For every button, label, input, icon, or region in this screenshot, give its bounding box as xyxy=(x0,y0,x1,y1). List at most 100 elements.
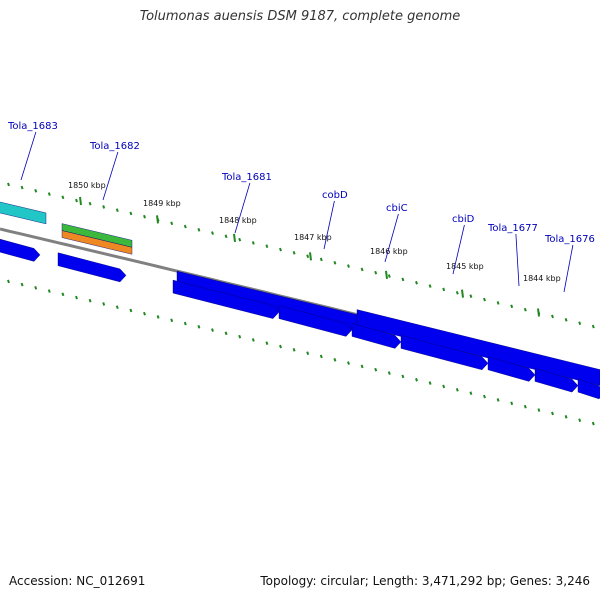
scale-tick-minor xyxy=(143,214,146,219)
scale-tick-minor xyxy=(415,280,418,285)
scale-tick-minor xyxy=(483,297,486,302)
scale-tick-minor-inner xyxy=(578,418,582,423)
scale-tick-major xyxy=(156,215,159,224)
scale-tick-minor-inner xyxy=(61,292,65,297)
scale-tick-minor-inner xyxy=(102,302,106,306)
scale-tick-minor xyxy=(183,224,187,229)
scale-tick-minor-inner xyxy=(469,391,473,395)
scale-tick-minor xyxy=(61,195,65,200)
scale-tick-minor-inner xyxy=(401,374,405,379)
gene-label: cobD xyxy=(322,190,348,201)
scale-tick-minor xyxy=(211,231,214,235)
scale-tick-minor xyxy=(564,318,568,322)
scale-tick-minor-inner xyxy=(197,324,201,329)
scale-tick-minor-inner xyxy=(319,354,323,359)
gene-cbi-cluster xyxy=(356,309,600,386)
scale-tick-minor xyxy=(360,267,364,272)
scale-tick-minor xyxy=(238,237,242,242)
scale-tick-minor-inner xyxy=(129,308,133,313)
scale-tick-minor xyxy=(170,221,174,226)
scale-tick-minor xyxy=(455,290,459,295)
scale-tick-minor xyxy=(279,247,282,252)
scale-tick-minor-inner xyxy=(347,361,350,365)
scale-tick-minor xyxy=(374,270,378,275)
scale-label: 1845 kbp xyxy=(446,262,484,271)
scale-tick-minor xyxy=(523,307,527,312)
scale-tick-minor-inner xyxy=(537,408,541,412)
scale-tick-minor xyxy=(115,208,119,213)
scale-tick-major xyxy=(537,308,540,317)
scale-tick-minor-inner xyxy=(88,298,92,303)
scale-tick-minor xyxy=(347,264,350,268)
scale-tick-minor xyxy=(251,241,255,245)
scale-tick-minor xyxy=(292,251,296,255)
scale-tick-major xyxy=(309,252,312,261)
gene-label: Tola_1677 xyxy=(487,223,538,234)
scale-tick-minor-inner xyxy=(238,334,242,339)
scale-tick-minor-inner xyxy=(34,286,38,290)
scale-tick-minor-inner xyxy=(47,289,51,293)
gene-label: Tola_1676 xyxy=(544,234,595,245)
scale-tick-minor xyxy=(578,321,582,326)
scale-tick-minor-inner xyxy=(496,398,500,402)
scale-tick-minor xyxy=(88,201,92,206)
scale-tick-minor-inner xyxy=(360,364,364,369)
gene-leader-line xyxy=(452,224,465,275)
gene-lower-strand xyxy=(172,279,280,319)
scale-tick-minor xyxy=(306,254,310,258)
gene-label: cbiC xyxy=(386,203,408,214)
scale-tick-minor-inner xyxy=(211,328,214,332)
scale-tick-minor-inner xyxy=(20,282,24,287)
genome-title: Tolumonas auensis DSM 9187, complete gen… xyxy=(139,9,461,24)
scale-tick-minor xyxy=(387,274,391,278)
gene-lower-strand xyxy=(400,335,489,371)
gene-label: Tola_1682 xyxy=(89,141,140,152)
scale-tick-minor-inner xyxy=(510,401,514,406)
scale-label: 1849 kbp xyxy=(143,199,181,208)
scale-label: 1844 kbp xyxy=(523,274,561,283)
gene-leader-line xyxy=(234,182,251,234)
scale-tick-minor xyxy=(319,257,323,262)
gene-lower-strand xyxy=(57,252,127,283)
gene-label: Tola_1683 xyxy=(7,121,58,132)
scale-label: 1846 kbp xyxy=(370,247,408,256)
scale-tick-minor-inner xyxy=(306,351,310,355)
scale-tick-minor-inner xyxy=(143,311,146,316)
scale-label: 1847 kbp xyxy=(294,233,332,242)
scale-tick-minor xyxy=(591,324,595,329)
scale-tick-minor xyxy=(442,287,446,292)
scale-label: 1850 kbp xyxy=(68,181,106,190)
scale-tick-minor-inner xyxy=(265,341,269,346)
scale-tick-minor xyxy=(510,304,514,309)
scale-tick-minor xyxy=(34,189,38,193)
scale-tick-minor-inner xyxy=(115,305,119,310)
gene-label: Tola_1681 xyxy=(221,172,272,183)
gene-lower-strand xyxy=(278,305,353,337)
gene-lower-strand xyxy=(0,238,41,262)
scale-tick-minor xyxy=(75,198,78,203)
scale-tick-minor-inner xyxy=(224,331,228,336)
scale-tick-minor xyxy=(428,284,432,288)
scale-tick-minor xyxy=(401,277,405,282)
scale-tick-major xyxy=(79,196,82,206)
scale-tick-minor-inner xyxy=(333,357,337,362)
scale-tick-minor xyxy=(551,314,554,319)
gene-leader-line xyxy=(515,233,520,287)
gene-label: cbiD xyxy=(452,214,475,225)
scale-tick-minor-inner xyxy=(551,411,554,416)
gene-tola-1683 xyxy=(0,201,47,225)
scale-tick-major xyxy=(385,270,388,280)
gene-tola-1682-orange xyxy=(61,230,133,255)
accession-text: Accession: NC_012691 xyxy=(9,574,146,588)
scale-tick-minor-inner xyxy=(564,415,568,419)
scale-tick-minor-inner xyxy=(156,315,160,319)
scale-tick-minor-inner xyxy=(279,344,282,349)
scale-tick-minor-inner xyxy=(428,381,432,385)
scale-tick-minor xyxy=(469,294,473,298)
scale-tick-minor xyxy=(265,244,269,249)
scale-tick-minor-inner xyxy=(251,338,255,342)
scale-tick-minor xyxy=(7,182,10,187)
scale-tick-minor xyxy=(20,185,24,190)
gene-leader-line xyxy=(323,200,335,250)
gene-leader-line xyxy=(102,151,119,201)
